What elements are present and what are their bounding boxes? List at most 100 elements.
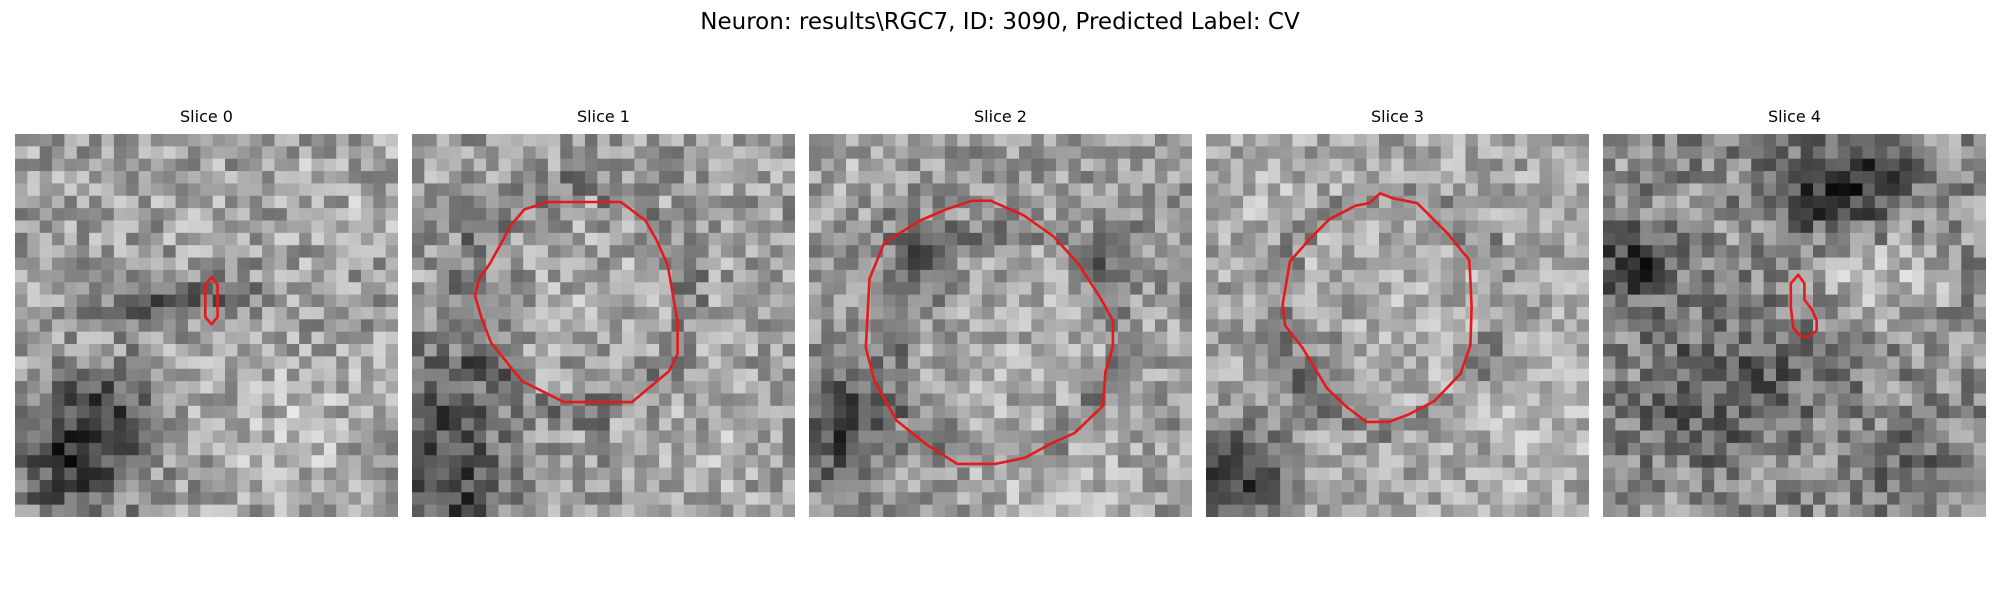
- pixel: [1428, 171, 1442, 185]
- pixel: [89, 418, 103, 432]
- pixel: [138, 245, 152, 259]
- pixel: [572, 319, 586, 333]
- pixel: [76, 356, 90, 370]
- pixel: [733, 442, 747, 456]
- pixel: [1527, 245, 1541, 259]
- pixel: [498, 282, 512, 296]
- pixel: [412, 319, 425, 333]
- pixel: [523, 158, 537, 172]
- pixel: [336, 467, 350, 481]
- pixel: [1043, 467, 1057, 481]
- pixel: [1006, 467, 1020, 481]
- pixel: [286, 294, 300, 308]
- pixel: [1218, 269, 1232, 283]
- pixel: [1230, 492, 1244, 506]
- pixel: [858, 430, 872, 444]
- pixel: [846, 146, 860, 160]
- pixel: [1763, 245, 1777, 259]
- pixel: [1813, 504, 1826, 517]
- pixel: [895, 208, 909, 222]
- pixel: [1576, 245, 1589, 259]
- pixel: [782, 245, 795, 259]
- pixel: [696, 430, 710, 444]
- pixel: [609, 368, 623, 382]
- pixel: [311, 368, 325, 382]
- pixel: [1652, 245, 1666, 259]
- pixel: [1738, 381, 1752, 395]
- pixel: [1179, 442, 1192, 456]
- pixel: [809, 368, 822, 382]
- pixel: [1837, 245, 1851, 259]
- pixel: [1130, 393, 1144, 407]
- pixel: [833, 344, 847, 357]
- pixel: [89, 405, 103, 419]
- pixel: [187, 294, 201, 308]
- pixel: [1130, 306, 1144, 320]
- pixel: [597, 455, 611, 469]
- pixel: [1874, 158, 1888, 172]
- pixel: [1961, 479, 1975, 493]
- pixel: [1366, 183, 1380, 197]
- pixel: [1961, 195, 1975, 209]
- pixel: [1615, 368, 1629, 382]
- pixel: [163, 171, 177, 185]
- pixel: [969, 158, 983, 172]
- pixel: [1948, 504, 1962, 517]
- pixel: [1615, 232, 1629, 246]
- pixel: [1527, 331, 1541, 345]
- pixel: [1490, 467, 1504, 481]
- pixel: [126, 455, 140, 469]
- pixel: [1056, 418, 1070, 432]
- pixel: [175, 504, 189, 517]
- pixel: [821, 146, 835, 160]
- pixel: [1206, 195, 1219, 209]
- pixel: [101, 393, 115, 407]
- pixel: [870, 208, 884, 222]
- pixel: [1763, 134, 1777, 147]
- pixel: [683, 368, 697, 382]
- pixel: [1142, 257, 1156, 271]
- pixel: [249, 183, 263, 197]
- pixel: [907, 294, 921, 308]
- pixel: [1477, 232, 1491, 246]
- pixel: [89, 282, 103, 296]
- pixel: [1465, 418, 1479, 432]
- pixel: [944, 183, 958, 197]
- pixel: [1068, 208, 1082, 222]
- pixel: [1117, 269, 1131, 283]
- pixel: [821, 282, 835, 296]
- pixel: [535, 171, 549, 185]
- pixel: [76, 158, 90, 172]
- pixel: [1006, 356, 1020, 370]
- pixel: [1899, 134, 1913, 147]
- pixel: [163, 455, 177, 469]
- pixel: [15, 331, 28, 345]
- pixel: [150, 183, 164, 197]
- pixel: [809, 356, 822, 370]
- pixel: [1714, 356, 1728, 370]
- pixel: [1403, 442, 1417, 456]
- pixel: [1800, 158, 1814, 172]
- pixel: [1800, 356, 1814, 370]
- pixel: [1936, 146, 1950, 160]
- pixel: [821, 158, 835, 172]
- pixel: [1416, 306, 1429, 320]
- pixel: [757, 294, 771, 308]
- pixel: [1453, 319, 1467, 333]
- pixel: [634, 418, 648, 432]
- pixel: [498, 134, 512, 147]
- pixel: [1206, 146, 1219, 160]
- pixel: [907, 405, 921, 419]
- pixel: [1006, 183, 1020, 197]
- pixel: [1689, 405, 1703, 419]
- pixel: [412, 442, 425, 456]
- pixel: [336, 208, 350, 222]
- pixel: [27, 356, 41, 370]
- pixel: [1465, 232, 1479, 246]
- pixel: [1130, 220, 1144, 234]
- pixel: [274, 393, 288, 407]
- pixel: [1973, 269, 1986, 283]
- pixel: [1800, 195, 1814, 209]
- pixel: [1329, 294, 1343, 308]
- pixel: [1677, 158, 1691, 172]
